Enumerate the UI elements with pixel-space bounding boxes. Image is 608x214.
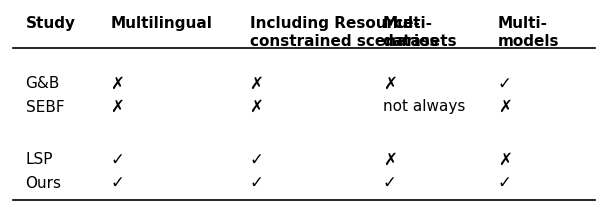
Text: ✓: ✓ [110, 174, 124, 192]
Text: ✗: ✗ [110, 98, 124, 116]
Text: ✓: ✓ [498, 174, 511, 192]
Text: ✗: ✗ [498, 98, 511, 116]
Text: ✗: ✗ [382, 151, 396, 169]
Text: ✓: ✓ [382, 174, 396, 192]
Text: LSP: LSP [26, 152, 53, 167]
Text: G&B: G&B [26, 76, 60, 91]
Text: ✗: ✗ [382, 75, 396, 93]
Text: ✓: ✓ [249, 151, 263, 169]
Text: ✗: ✗ [110, 75, 124, 93]
Text: ✓: ✓ [498, 75, 511, 93]
Text: Study: Study [26, 16, 75, 31]
Text: Multi-
models: Multi- models [498, 16, 559, 49]
Text: Ours: Ours [26, 175, 61, 190]
Text: Including Resource-
constrained scenarios: Including Resource- constrained scenario… [249, 16, 438, 49]
Text: ✗: ✗ [498, 151, 511, 169]
Text: SEBF: SEBF [26, 100, 64, 114]
Text: ✓: ✓ [249, 174, 263, 192]
Text: ✗: ✗ [249, 75, 263, 93]
Text: Multi-
datasets: Multi- datasets [382, 16, 457, 49]
Text: Multilingual: Multilingual [110, 16, 212, 31]
Text: ✓: ✓ [110, 151, 124, 169]
Text: ✗: ✗ [249, 98, 263, 116]
Text: not always: not always [382, 100, 465, 114]
